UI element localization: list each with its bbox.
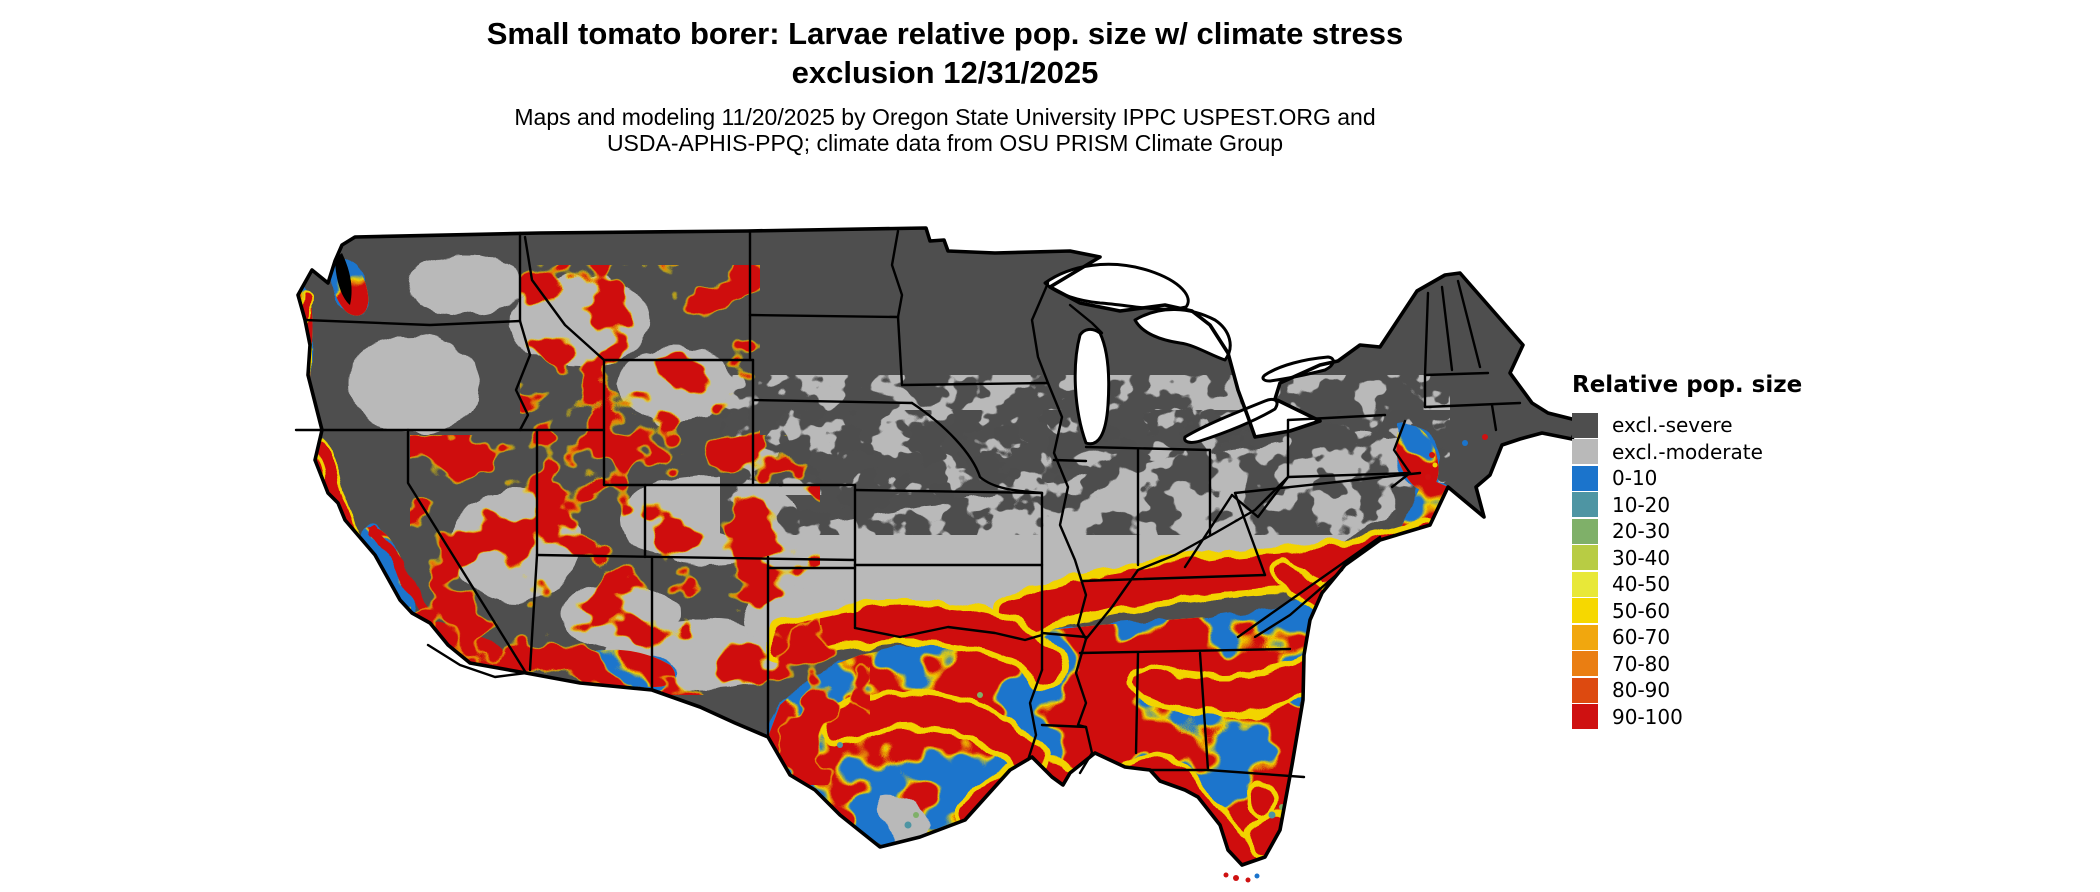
legend-item: 0-10 [1572,465,1802,492]
legend-item: 40-50 [1572,571,1802,598]
legend-item: 90-100 [1572,704,1802,731]
legend-item: 80-90 [1572,677,1802,704]
state-borders [294,229,1522,779]
figure-title: Small tomato borer: Larvae relative pop.… [0,18,1890,88]
legend-color-swatch [1572,651,1598,677]
lake-superior [1043,262,1190,311]
legend-item-label: 70-80 [1612,651,1671,676]
lake-erie [1183,397,1279,444]
legend-item-label: excl.-severe [1612,413,1733,438]
legend-color-swatch [1572,704,1598,730]
legend-item-label: 0-10 [1612,466,1658,491]
legend-item-label: 20-30 [1612,519,1671,544]
legend-item: 70-80 [1572,651,1802,678]
title-line-2: exclusion 12/31/2025 [791,55,1099,90]
map-legend: Relative pop. size excl.-severe excl.-mo… [1572,372,1802,730]
lake-ontario [1261,355,1335,383]
title-line-1: Small tomato borer: Larvae relative pop.… [486,16,1404,51]
legend-item-label: 80-90 [1612,678,1671,703]
lake-michigan [1073,327,1111,446]
legend-item: 50-60 [1572,598,1802,625]
legend-item-label: 90-100 [1612,704,1683,729]
florida-keys [1223,872,1260,883]
legend-item-label: 10-20 [1612,492,1671,517]
legend-item-label: excl.-moderate [1612,439,1763,464]
legend-color-swatch [1572,545,1598,571]
legend-item-label: 60-70 [1612,625,1671,650]
legend-color-swatch [1572,571,1598,597]
subtitle-line-2: USDA-APHIS-PPQ; climate data from OSU PR… [606,130,1284,156]
puget-sound [335,253,352,305]
legend-item-label: 50-60 [1612,598,1671,623]
legend-color-swatch [1572,465,1598,491]
legend-item: 60-70 [1572,624,1802,651]
legend-color-swatch [1572,598,1598,624]
legend-color-swatch [1572,624,1598,650]
subtitle-line-1: Maps and modeling 11/20/2025 by Oregon S… [514,104,1376,130]
conus-map-svg [294,226,1582,883]
legend-item: 10-20 [1572,492,1802,519]
figure-header: Small tomato borer: Larvae relative pop.… [0,0,1890,156]
legend-color-swatch [1572,412,1598,438]
legend-item-label: 40-50 [1612,572,1671,597]
legend-item: 30-40 [1572,545,1802,572]
legend-title: Relative pop. size [1572,372,1803,398]
figure-subtitle: Maps and modeling 11/20/2025 by Oregon S… [0,104,1890,156]
legend-color-swatch [1572,518,1598,544]
conus-map [280,225,1600,885]
legend-item: 20-30 [1572,518,1802,545]
legend-item: excl.-severe [1572,412,1802,439]
legend-color-swatch [1572,439,1598,465]
legend-color-swatch [1572,677,1598,703]
legend-item: excl.-moderate [1572,439,1802,466]
legend-color-swatch [1572,492,1598,518]
legend-item-label: 30-40 [1612,545,1671,570]
